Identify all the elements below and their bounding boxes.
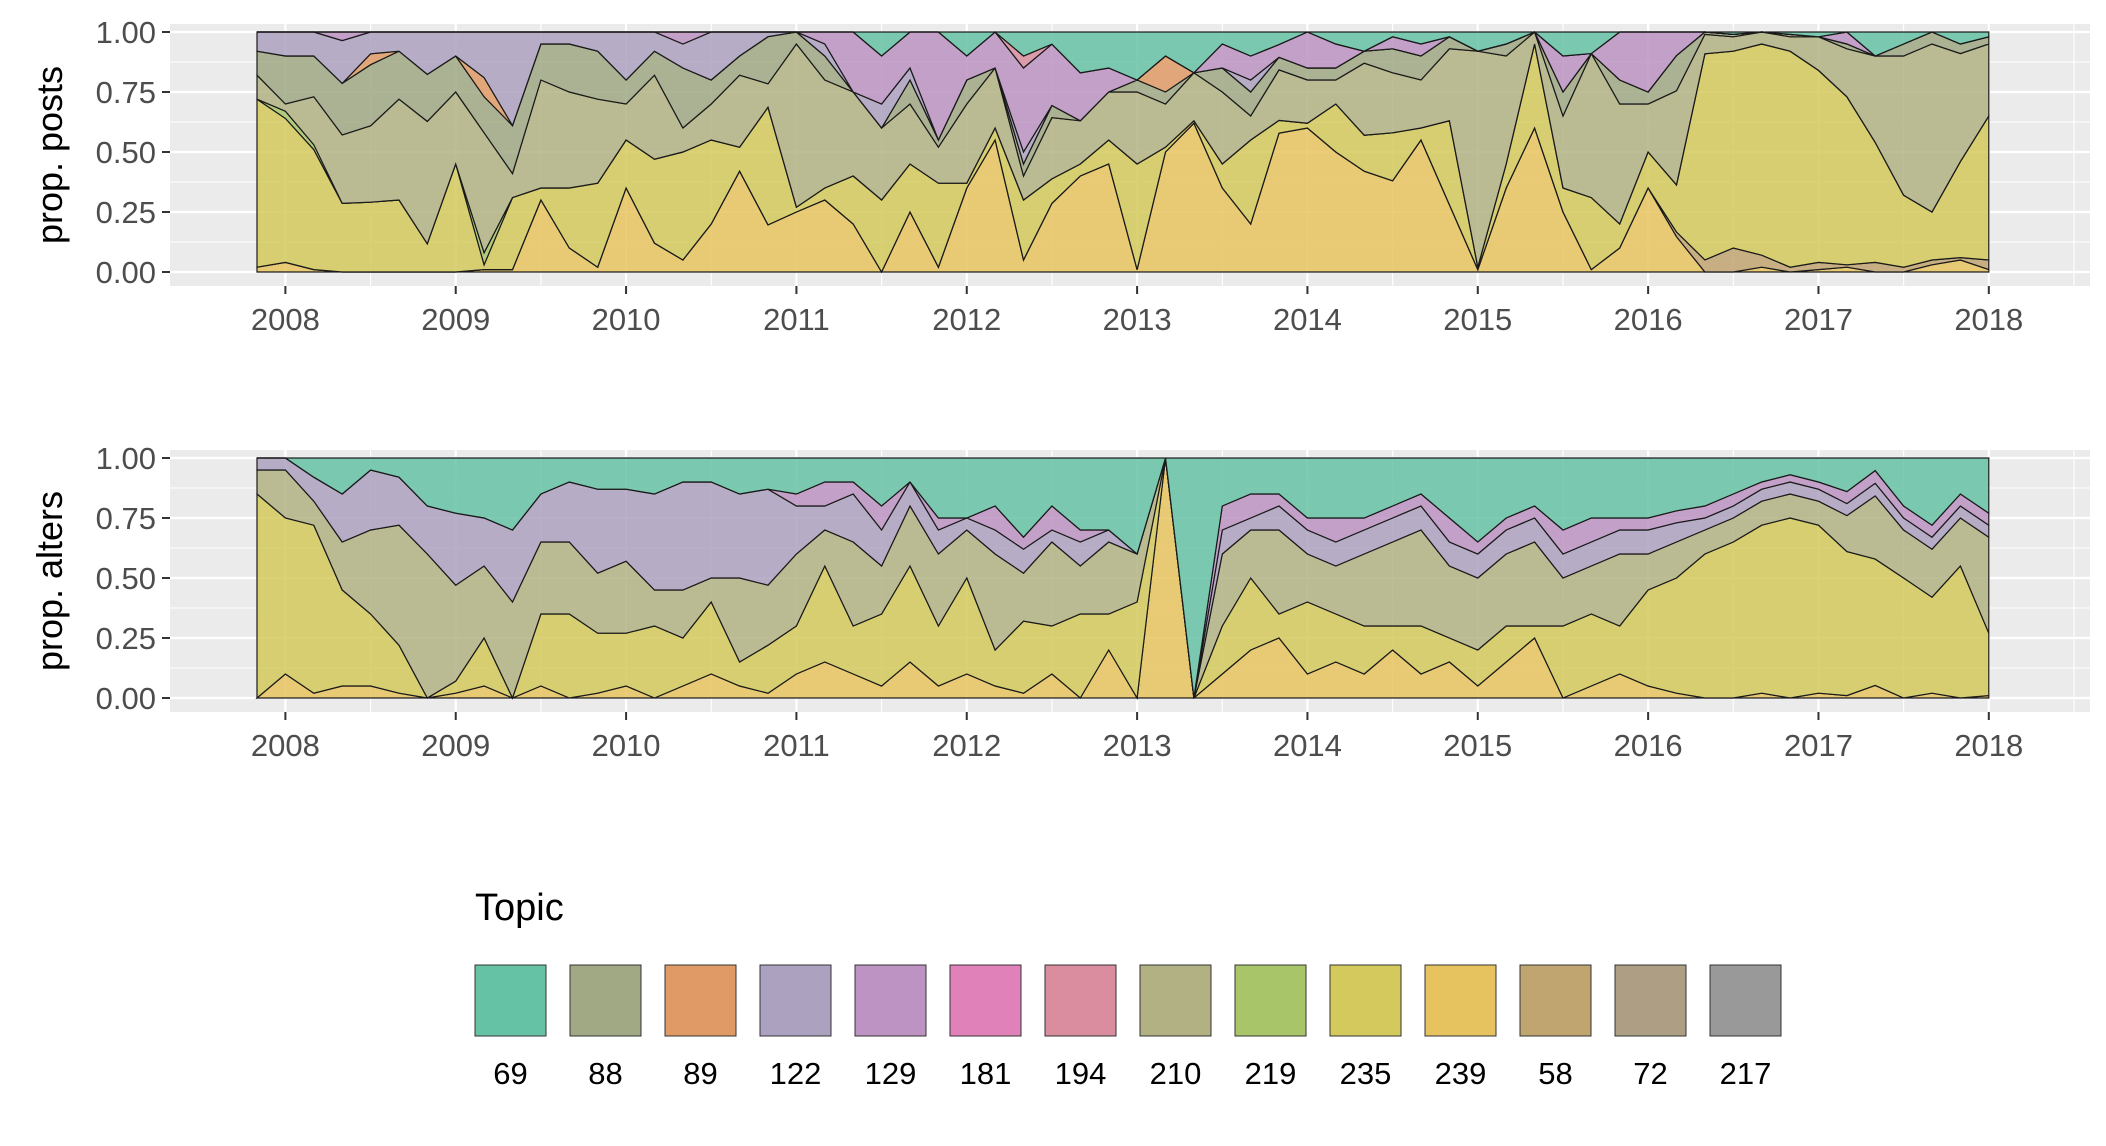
legend-label-69: 69	[493, 1056, 527, 1091]
y-tick-label: 0.50	[96, 135, 156, 170]
legend-label-129: 129	[865, 1056, 917, 1091]
legend-label-89: 89	[683, 1056, 717, 1091]
legend-swatch-129	[854, 964, 927, 1037]
legend-label-72: 72	[1633, 1056, 1667, 1091]
legend-label-88: 88	[588, 1056, 622, 1091]
legend-items: 69 88 89 122 129 181 194 210 219 235 239 58 72 217	[474, 964, 1782, 1091]
legend-title: Topic	[475, 887, 564, 929]
legend-swatch-210	[1139, 964, 1212, 1037]
x-tick-label: 2011	[763, 302, 830, 337]
legend-swatch-88	[569, 964, 642, 1037]
x-tick-label: 2009	[421, 728, 490, 763]
y-tick-label: 0.25	[96, 195, 156, 230]
y-tick-label: 1.00	[96, 441, 156, 476]
x-tick-label: 2013	[1103, 728, 1172, 763]
legend: Topic 69 88 89 122 129 181 194 210 219 235 239 58 72…	[474, 887, 1782, 1091]
posts-y-axis-title: prop. posts	[29, 66, 70, 244]
x-tick-label: 2015	[1443, 302, 1512, 337]
legend-swatch-122	[759, 964, 832, 1037]
legend-swatch-72	[1614, 964, 1687, 1037]
alters-y-axis-title: prop. alters	[29, 491, 70, 671]
legend-swatch-194	[1044, 964, 1117, 1037]
legend-swatch-239	[1424, 964, 1497, 1037]
legend-label-219: 219	[1245, 1056, 1297, 1091]
x-tick-label: 2008	[251, 728, 320, 763]
alters-y-axis: 0.00 0.25 0.50 0.75 1.00	[96, 441, 170, 716]
posts-y-axis: 0.00 0.25 0.50 0.75 1.00	[96, 15, 170, 290]
legend-label-194: 194	[1055, 1056, 1107, 1091]
x-tick-label: 2017	[1784, 302, 1853, 337]
x-tick-label: 2008	[251, 302, 320, 337]
legend-swatch-181	[949, 964, 1022, 1037]
alters-x-axis: 2008 2009 2010 2011 2012 2013 2014 2015 2016 2017…	[251, 712, 2023, 763]
y-tick-label: 0.50	[96, 561, 156, 596]
legend-label-181: 181	[960, 1056, 1012, 1091]
y-tick-label: 0.00	[96, 681, 156, 716]
legend-swatch-219	[1234, 964, 1307, 1037]
legend-label-58: 58	[1538, 1056, 1572, 1091]
alters-area-layers	[255, 457, 1990, 700]
legend-swatch-235	[1329, 964, 1402, 1037]
x-tick-label: 2018	[1954, 302, 2023, 337]
alters-panel: 0.00 0.25 0.50 0.75 1.00 2008 2009 2010 2011 201…	[29, 441, 2090, 763]
x-tick-label: 2010	[592, 728, 661, 763]
x-tick-label: 2015	[1443, 728, 1512, 763]
y-tick-label: 0.75	[96, 75, 156, 110]
x-tick-label: 2014	[1273, 302, 1342, 337]
x-tick-label: 2016	[1614, 728, 1683, 763]
x-tick-label: 2018	[1954, 728, 2023, 763]
x-tick-label: 2017	[1784, 728, 1853, 763]
x-tick-label: 2011	[763, 728, 830, 763]
y-tick-label: 0.25	[96, 621, 156, 656]
y-tick-label: 0.00	[96, 255, 156, 290]
x-tick-label: 2012	[932, 302, 1001, 337]
area-topic-69	[257, 31, 1990, 81]
legend-label-210: 210	[1150, 1056, 1202, 1091]
posts-x-axis: 2008 2009 2010 2011 2012 2013 2014 2015 2016 2017…	[251, 286, 2023, 337]
posts-panel: 0.00 0.25 0.50 0.75 1.00 2008 2009 2010 2011 201…	[29, 15, 2090, 337]
posts-area-layers	[256, 30, 1990, 274]
x-tick-label: 2016	[1614, 302, 1683, 337]
legend-label-235: 235	[1340, 1056, 1392, 1091]
x-tick-label: 2010	[592, 302, 661, 337]
legend-swatch-58	[1519, 964, 1592, 1037]
x-tick-label: 2013	[1103, 302, 1172, 337]
legend-label-122: 122	[770, 1056, 822, 1091]
x-tick-label: 2014	[1273, 728, 1342, 763]
legend-label-217: 217	[1720, 1056, 1772, 1091]
x-tick-label: 2009	[421, 302, 490, 337]
legend-swatch-217	[1709, 964, 1782, 1037]
x-tick-label: 2012	[932, 728, 1001, 763]
area-topic-69	[257, 457, 1990, 699]
legend-swatch-89	[664, 964, 737, 1037]
legend-swatch-69	[474, 964, 547, 1037]
legend-label-239: 239	[1435, 1056, 1487, 1091]
y-tick-label: 1.00	[96, 15, 156, 50]
y-tick-label: 0.75	[96, 501, 156, 536]
